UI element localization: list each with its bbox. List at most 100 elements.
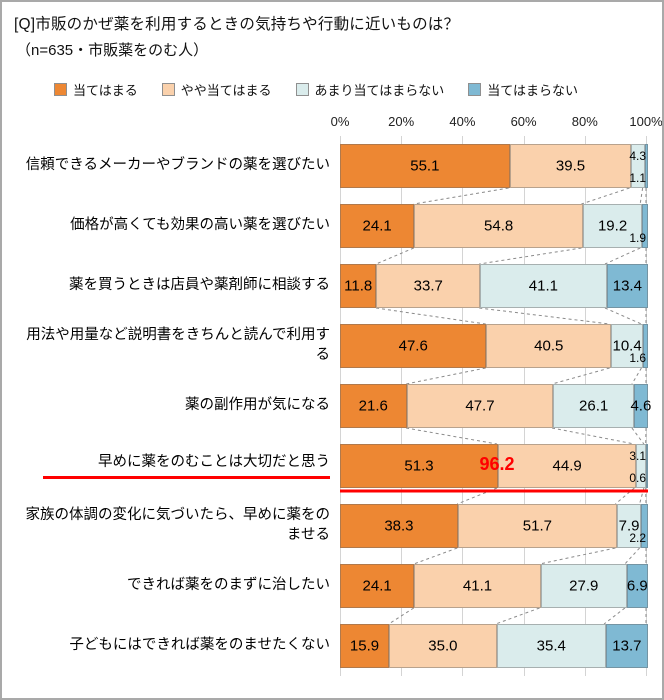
bar-segment: 24.1 [340, 564, 415, 608]
bar-segment: 54.8 [414, 204, 583, 248]
value-label: 11.8 [344, 277, 373, 295]
bar-segment: 51.7 [457, 504, 617, 548]
bar-segment: 38.3 [340, 504, 458, 548]
bar-segment: 35.4 [496, 624, 606, 668]
value-label: 55.1 [410, 157, 440, 175]
connector-line [639, 187, 644, 205]
connector-line [375, 247, 414, 265]
value-label-outside: 0.6 [629, 471, 646, 485]
stacked-bar: 15.9 35.0 35.4 13.7 [340, 624, 648, 668]
connector-line [604, 307, 642, 325]
category-label: 薬を買うときは店員や薬剤師に相談する [14, 256, 340, 316]
legend-swatch [295, 82, 309, 96]
chart-title: [Q]市販のかぜ薬を利用するときの気持ちや行動に近いものは？ [14, 16, 460, 33]
connector-line [495, 607, 540, 625]
bar-segment: 51.3 [340, 444, 498, 488]
connector-line [413, 547, 458, 565]
category-label: 子どもにはできれば薬をのませたくない [14, 616, 340, 676]
connector-line [604, 247, 641, 265]
value-label: 7.9 [618, 517, 640, 535]
bar-area: 3.1 0.6 51.3 44.9 [340, 436, 648, 496]
category-label: 信頼できるメーカーやブランドの薬を選びたい [14, 136, 340, 196]
bar-segment: 41.1 [480, 264, 607, 308]
bar-area: 4.3 1.1 55.1 39.5 [340, 136, 648, 196]
highlight-total: 96.2 [479, 454, 515, 474]
connector-line [539, 547, 616, 565]
connector-line [551, 367, 610, 385]
category-label: できれば薬をのまずに治したい [14, 556, 340, 616]
bar-segment: 35.0 [388, 624, 497, 668]
axis-tick: 0% [330, 114, 350, 129]
value-label: 19.2 [597, 217, 628, 235]
category-label-text: 子どもにはできれば薬をのませたくない [69, 637, 330, 654]
bar-segment: 19.2 [583, 204, 643, 248]
axis-tick: 80% [571, 114, 598, 129]
stacked-bar: 11.8 33.7 41.1 13.4 [340, 264, 648, 308]
category-label: 薬の副作用が気になる [14, 376, 340, 436]
legend-swatch [468, 82, 482, 96]
category-label-text: 薬の副作用が気になる [185, 397, 330, 414]
value-label: 40.5 [534, 337, 564, 355]
bar-segment [645, 444, 648, 488]
bar-segment [642, 204, 648, 248]
legend-label: 当てはまらない [487, 82, 578, 98]
chart-row: 早めに薬をのむことは大切だと思う 3.1 0.6 51.3 44.9 [14, 436, 648, 496]
connector-line [479, 247, 582, 265]
category-label-text: 早めに薬をのむことは大切だと思う [43, 453, 330, 479]
connector-line [603, 607, 626, 625]
chart-rows: 信頼できるメーカーやブランドの薬を選びたい 4.3 1.1 55.1 39.5 価格が高く… [14, 136, 651, 676]
value-label: 35.4 [536, 637, 566, 655]
bar-segment: 7.9 [616, 504, 642, 548]
bar-area: 1.6 47.6 40.5 10.4 [340, 316, 648, 376]
bar-segment: 40.5 [486, 324, 612, 368]
value-label: 10.4 [612, 337, 642, 355]
bar-segment: 4.6 [630, 384, 651, 428]
plot-area: 信頼できるメーカーやブランドの薬を選びたい 4.3 1.1 55.1 39.5 価格が高く… [14, 136, 651, 676]
category-label-text: 信頼できるメーカーやブランドの薬を選びたい [25, 157, 330, 174]
connector-line [615, 487, 635, 505]
bar-segment: 11.8 [340, 264, 377, 308]
legend-item-2: あまり当てはまらない [295, 80, 445, 99]
bar-segment: 13.7 [605, 624, 648, 668]
connector-line [413, 187, 509, 205]
sample-size: （n=635・市販薬をのむ人） [16, 42, 209, 59]
stacked-bar: 47.6 40.5 10.4 [340, 324, 648, 368]
stacked-bar: 38.3 51.7 7.9 [340, 504, 649, 548]
legend-label: あまり当てはまらない [314, 82, 445, 98]
value-label: 35.0 [428, 637, 458, 655]
bar-segment: 44.9 [498, 444, 637, 488]
chart-row: 子どもにはできれば薬をのませたくない 15.9 35.0 35.4 13.7 [14, 616, 648, 676]
value-label: 51.3 [404, 457, 434, 475]
value-label: 47.6 [398, 337, 428, 355]
chart-row: 家族の体調の変化に気づいたら、早めに薬をのませる 2.2 38.3 51.7 7.9 [14, 496, 649, 556]
connector-line [388, 607, 415, 625]
value-label: 38.3 [384, 517, 414, 535]
bar-segment: 33.7 [376, 264, 481, 308]
bar-segment: 41.1 [414, 564, 541, 608]
value-label: 41.1 [462, 577, 493, 595]
chart-row: 薬を買うときは店員や薬剤師に相談する 11.8 33.7 41.1 13.4 [14, 256, 648, 316]
connector-line [479, 307, 610, 325]
bar-segment [631, 144, 645, 188]
value-label-outside: 4.3 [629, 149, 646, 163]
value-label: 33.7 [413, 277, 443, 295]
connector-line [376, 307, 486, 325]
bar-segment: 47.6 [340, 324, 487, 368]
chart-row: できれば薬をのまずに治したい 24.1 41.1 27.9 6.9 [14, 556, 648, 616]
legend-item-0: 当てはまる [54, 80, 138, 99]
bar-area: 15.9 35.0 35.4 13.7 [340, 616, 648, 676]
value-label: 13.4 [612, 277, 642, 295]
stacked-bar: 21.6 47.7 26.1 4.6 [340, 384, 651, 428]
x-axis: 0% 20% 40% 60% 80% 100% [331, 114, 662, 134]
connector-line [581, 187, 630, 205]
value-label-outside: 2.2 [629, 531, 646, 545]
legend: 当てはまる やや当てはまる あまり当てはまらない 当てはまらない [54, 78, 648, 100]
axis-tick: 60% [510, 114, 537, 129]
chart-row: 価格が高くても効果の高い薬を選びたい 1.9 24.1 54.8 19.2 [14, 196, 648, 256]
stacked-bar: 55.1 39.5 [340, 144, 648, 188]
axis-tick: 100% [629, 114, 663, 129]
value-label-outside: 1.6 [629, 351, 646, 365]
value-label-outside: 1.1 [629, 171, 646, 185]
bar-segment: 55.1 [340, 144, 510, 188]
